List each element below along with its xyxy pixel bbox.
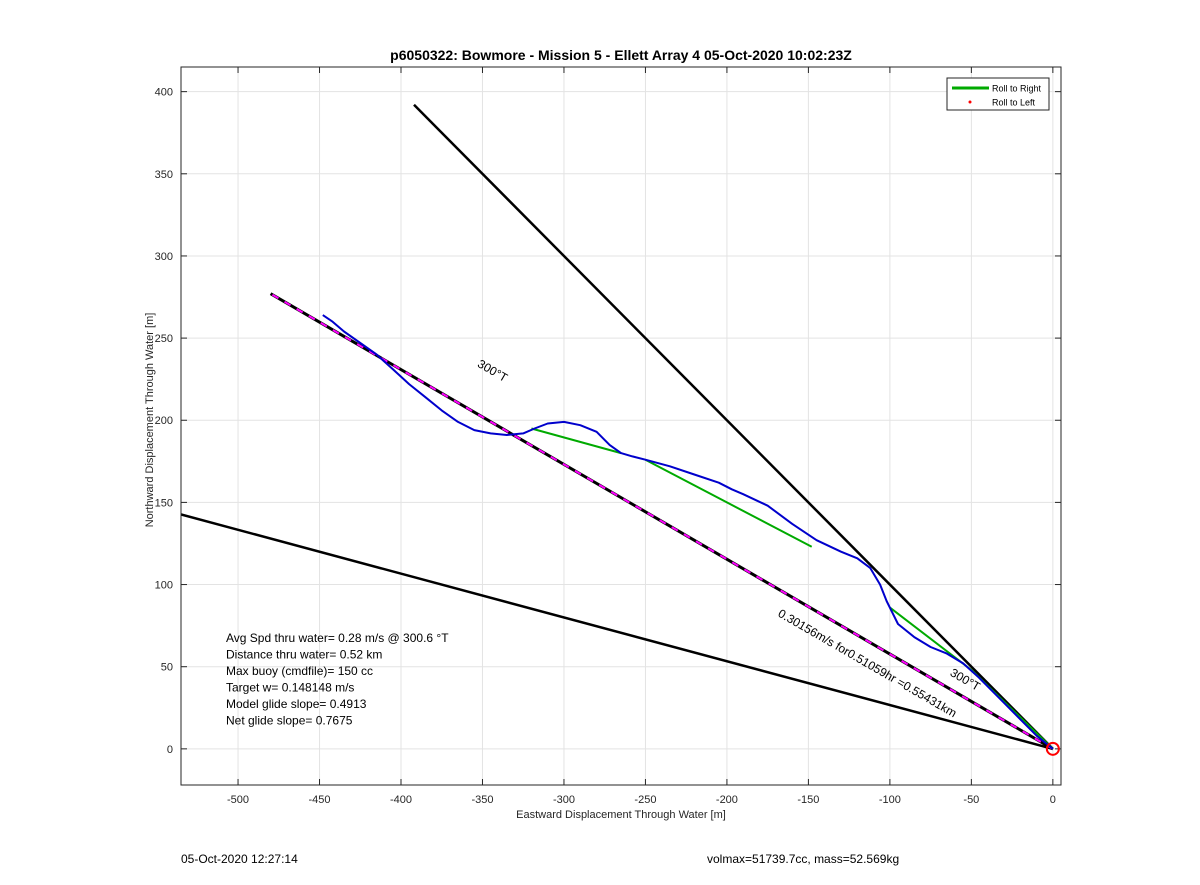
legend: Roll to Right Roll to Left [946, 77, 1050, 111]
y-tick-label: 350 [155, 169, 173, 181]
stats-line: Net glide slope= 0.7675 [226, 714, 353, 728]
bound-line [413, 103, 1054, 750]
footer-timestamp: 05-Oct-2020 12:27:14 [181, 852, 298, 866]
x-tick-label: -450 [309, 794, 331, 806]
grid-lines [181, 67, 1061, 785]
y-tick-label: 250 [155, 333, 173, 345]
stats-line: Max buoy (cmdfile)= 150 cc [226, 664, 373, 678]
x-tick-label: -50 [963, 794, 979, 806]
axes-box [180, 66, 1062, 786]
y-tick-label: 50 [161, 662, 173, 674]
stats-line: Model glide slope= 0.4913 [226, 697, 367, 711]
y-axis-label: Northward Displacement Through Water [m] [144, 313, 156, 528]
stats-text-block: Avg Spd thru water= 0.28 m/s @ 300.6 °T D… [226, 631, 449, 728]
footer-volmax-mass: volmax=51739.7cc, mass=52.569kg [707, 852, 900, 866]
stats-line: Target w= 0.148148 m/s [226, 681, 354, 695]
y-tick-label: 100 [155, 580, 173, 592]
x-tick-label: -150 [797, 794, 819, 806]
data-layer [181, 103, 1054, 751]
heading-line-dash [270, 292, 1054, 750]
plot-background [181, 67, 1061, 785]
stats-line: Avg Spd thru water= 0.28 m/s @ 300.6 °T [226, 631, 449, 645]
legend-label: Roll to Left [992, 98, 1036, 108]
plot-area [181, 67, 1061, 785]
x-tick-label: -200 [716, 794, 738, 806]
tick-layer: -500 -450 -400 -350 -300 -250 -200 -150 -100 -50 0… [155, 67, 1061, 806]
chart-title: p6050322: Bowmore - Mission 5 - Ellett A… [390, 47, 852, 63]
roll-right-segment [644, 458, 813, 548]
y-tick-label: 150 [155, 497, 173, 509]
stats-line: Distance thru water= 0.52 km [226, 648, 382, 662]
x-tick-label: -100 [879, 794, 901, 806]
x-tick-label: -500 [227, 794, 249, 806]
y-tick-label: 400 [155, 87, 173, 99]
roll-right-segment [531, 427, 622, 455]
y-tick-label: 300 [155, 251, 173, 263]
legend-dot-swatch [968, 100, 972, 104]
y-tick-label: 0 [167, 744, 173, 756]
x-tick-label: -250 [634, 794, 656, 806]
x-tick-label: 0 [1050, 794, 1056, 806]
axes-frame [180, 66, 1062, 786]
origin-marker [1045, 741, 1060, 756]
track-line [322, 314, 1054, 750]
y-tick-label: 200 [155, 415, 173, 427]
x-tick-label: -300 [553, 794, 575, 806]
bound-line [181, 513, 1054, 751]
legend-box [946, 77, 1050, 111]
x-axis-label: Eastward Displacement Through Water [m] [516, 809, 726, 821]
legend-label: Roll to Right [992, 84, 1042, 94]
x-tick-label: -400 [390, 794, 412, 806]
x-tick-label: -350 [471, 794, 493, 806]
